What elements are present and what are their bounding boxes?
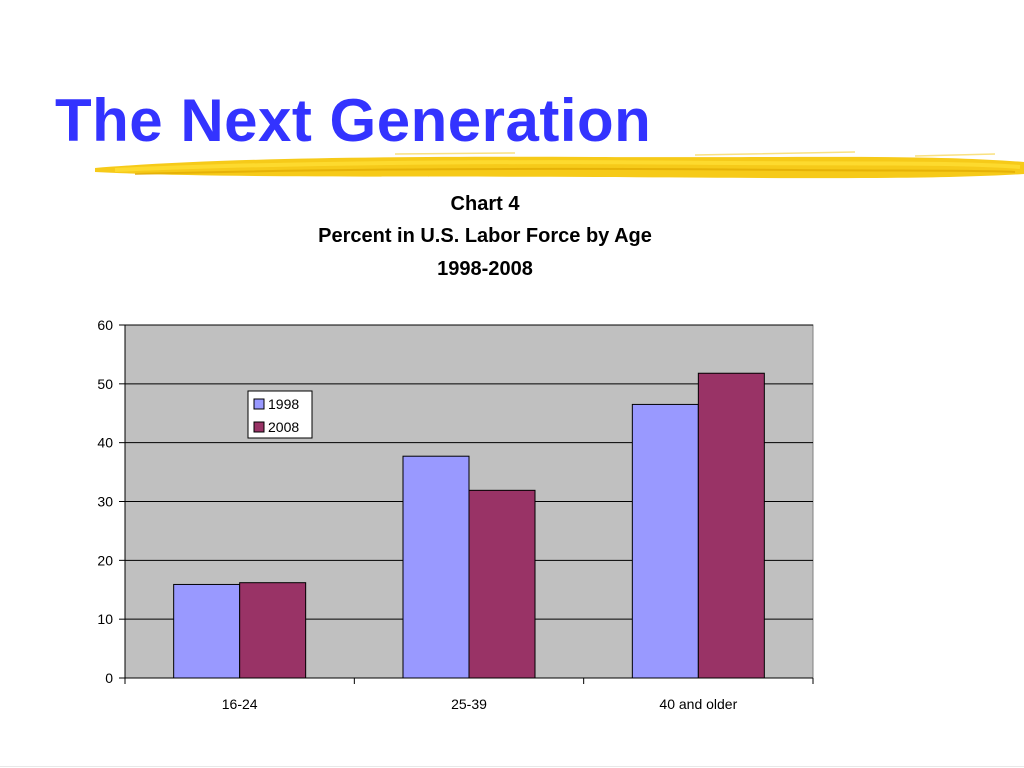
chart-title-line-3: 1998-2008 — [437, 258, 533, 280]
y-tick-label: 30 — [97, 494, 113, 510]
slide-title: The Next Generation — [55, 87, 652, 154]
bar-1998-16-24 — [173, 583, 241, 679]
y-tick-label: 10 — [97, 611, 113, 627]
footer-divider — [0, 766, 1024, 767]
y-tick-label: 20 — [97, 552, 113, 568]
y-tick-label: 50 — [97, 376, 113, 392]
brush-stroke-underline — [95, 151, 1024, 179]
bar-2008-16-24 — [239, 582, 307, 679]
chart-title-line-1: Chart 4 — [450, 193, 520, 215]
legend-label-1998: 1998 — [268, 396, 299, 412]
chart-title-line-2: Percent in U.S. Labor Force by Age — [318, 225, 652, 247]
y-tick-label: 40 — [97, 435, 113, 451]
bar-1998-25-39 — [402, 455, 470, 679]
legend-swatch-1998 — [253, 398, 265, 410]
x-tick-label: 40 and older — [659, 696, 737, 712]
bar-2008-40 and older — [697, 372, 765, 679]
x-tick-label: 25-39 — [451, 696, 487, 712]
legend-label-2008: 2008 — [268, 419, 299, 435]
bar-2008-25-39 — [468, 489, 536, 679]
x-tick-label: 16-24 — [222, 696, 258, 712]
legend-swatch-2008 — [253, 421, 265, 433]
bar-1998-40 and older — [631, 403, 699, 679]
y-tick-label: 60 — [97, 317, 113, 333]
y-tick-label: 0 — [105, 670, 113, 686]
